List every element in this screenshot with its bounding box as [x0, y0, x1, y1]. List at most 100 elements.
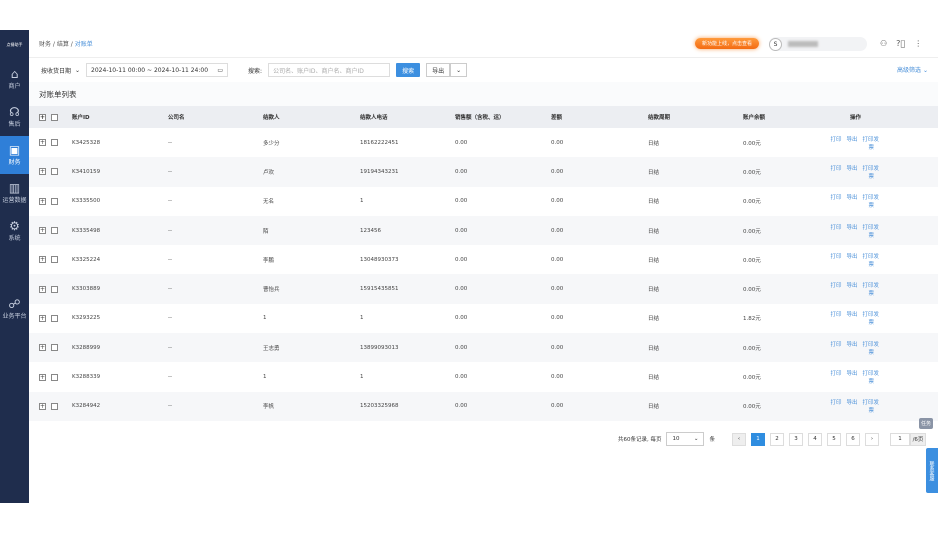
row-checkbox[interactable] [51, 227, 58, 235]
table-cell: 1 [263, 315, 267, 322]
export-button[interactable]: 导出 [426, 63, 451, 77]
user-menu[interactable]: S [769, 37, 867, 51]
row-checkbox[interactable] [51, 168, 58, 176]
page-button[interactable]: 1 [751, 432, 765, 446]
row-action-0[interactable]: 打印 [830, 371, 842, 378]
row-checkbox[interactable] [51, 314, 58, 322]
row-action-1[interactable]: 导出 [846, 136, 858, 143]
new-feature-badge[interactable]: 新功能上线，点击查看 [695, 38, 760, 49]
table-cell: 日结 [648, 274, 743, 304]
row-action-0[interactable]: 打印 [830, 165, 842, 172]
prev-page-button[interactable]: ‹ [732, 432, 746, 446]
expand-row-icon[interactable]: + [39, 197, 46, 205]
row-checkbox[interactable] [51, 285, 58, 293]
task-button[interactable]: 任务 [919, 418, 934, 429]
sidebar-item[interactable]: ▣ 财务 [0, 136, 29, 174]
more-icon[interactable]: ⋮ [914, 39, 923, 48]
row-checkbox[interactable] [51, 197, 58, 205]
row-action-2[interactable]: 打印发票 [862, 283, 879, 298]
row-action-2[interactable]: 打印发票 [862, 400, 879, 415]
row-action-0[interactable]: 打印 [830, 136, 842, 143]
table-row: + K3335498 -- 陌 123456 0.00 0.00 日结 0.00元 打印 导出 打印发… [29, 215, 938, 246]
page-button[interactable]: 3 [789, 432, 803, 446]
row-action-1[interactable]: 导出 [846, 253, 858, 260]
export-dropdown[interactable]: ⌄ [450, 63, 468, 77]
row-action-0[interactable]: 打印 [830, 312, 842, 319]
expand-row-icon[interactable]: + [39, 344, 46, 352]
table-cell: -- [168, 256, 172, 263]
expand-row-icon[interactable]: + [39, 227, 46, 235]
table-cell: -- [168, 139, 172, 146]
row-checkbox[interactable] [51, 402, 58, 410]
row-action-1[interactable]: 导出 [846, 283, 858, 290]
row-checkbox[interactable] [51, 256, 58, 264]
help-icon[interactable]: ?⃝ [896, 39, 906, 48]
expand-row-icon[interactable]: + [39, 285, 46, 293]
user-icon[interactable]: ⚇ [880, 39, 888, 48]
row-action-1[interactable]: 导出 [846, 195, 858, 202]
table-cell: 陌 [263, 215, 360, 246]
row-action-2[interactable]: 打印发票 [862, 253, 879, 268]
row-action-2[interactable]: 打印发票 [862, 341, 879, 356]
table-cell: 15915435851 [360, 274, 455, 304]
row-action-0[interactable]: 打印 [830, 224, 842, 231]
expand-row-icon[interactable]: + [39, 139, 46, 147]
customer-service-button[interactable]: 联系客服 [926, 448, 938, 493]
headset-icon: ☊ [9, 105, 20, 119]
breadcrumb-item[interactable]: 结算 [56, 41, 69, 48]
select-all-checkbox[interactable] [51, 113, 58, 121]
page-jump-input[interactable]: 1 [890, 432, 910, 446]
row-checkbox[interactable] [51, 139, 58, 147]
row-action-0[interactable]: 打印 [830, 341, 842, 348]
sidebar-item[interactable]: ⚙ 系统 [0, 212, 29, 250]
row-action-2[interactable]: 打印发票 [862, 136, 879, 151]
column-header: 结款人电话 [360, 106, 455, 128]
row-action-0[interactable]: 打印 [830, 253, 842, 260]
sidebar-item[interactable]: ▥ 运营数据 [0, 174, 29, 212]
row-action-1[interactable]: 导出 [846, 341, 858, 348]
row-action-0[interactable]: 打印 [830, 400, 842, 407]
date-range-input[interactable]: 2024-10-11 00:00 ~ 2024-10-11 24:00 ▭ [86, 63, 229, 77]
row-action-2[interactable]: 打印发票 [862, 165, 879, 180]
expand-all-icon[interactable]: + [39, 113, 46, 121]
row-action-2[interactable]: 打印发票 [862, 224, 879, 239]
row-action-1[interactable]: 导出 [846, 312, 858, 319]
row-action-1[interactable]: 导出 [846, 371, 858, 378]
page-size-select[interactable]: 10 ⌄ [666, 432, 705, 446]
page-button[interactable]: 4 [808, 432, 822, 446]
column-header: 账户ID [72, 106, 168, 128]
sidebar-item[interactable]: ⌂ 商户 [0, 60, 29, 98]
row-action-2[interactable]: 打印发票 [862, 195, 879, 210]
expand-row-icon[interactable]: + [39, 168, 46, 176]
row-action-2[interactable]: 打印发票 [862, 312, 879, 327]
row-checkbox[interactable] [51, 373, 58, 381]
page-button[interactable]: 2 [770, 432, 784, 446]
expand-row-icon[interactable]: + [39, 256, 46, 264]
page-button[interactable]: 6 [846, 432, 860, 446]
row-action-1[interactable]: 导出 [846, 224, 858, 231]
sidebar-item[interactable]: ☊ 售后 [0, 98, 29, 136]
row-action-1[interactable]: 导出 [846, 400, 858, 407]
breadcrumb-item[interactable]: 财务 [39, 41, 52, 48]
wallet-icon: ▣ [8, 143, 21, 157]
row-action-1[interactable]: 导出 [846, 165, 858, 172]
table-cell: K3410159 [72, 157, 168, 187]
expand-row-icon[interactable]: + [39, 373, 46, 381]
row-action-2[interactable]: 打印发票 [862, 371, 879, 386]
page-button[interactable]: 5 [827, 432, 841, 446]
advanced-filter-link[interactable]: 高级筛选 ⌄ [897, 67, 928, 74]
search-label: 搜索: [248, 67, 263, 75]
sidebar-item[interactable]: ☍ 业务平台 [0, 290, 29, 328]
row-action-0[interactable]: 打印 [830, 195, 842, 202]
table-cell: -- [168, 391, 263, 421]
search-input[interactable]: 公司名、账户ID、商户名、商户ID [268, 63, 391, 77]
expand-row-icon[interactable]: + [39, 314, 46, 322]
expand-row-icon[interactable]: + [39, 402, 46, 410]
row-checkbox[interactable] [51, 344, 58, 352]
next-page-button[interactable]: › [865, 432, 879, 446]
date-type-select[interactable]: 按收货日期 ⌄ [41, 66, 80, 75]
search-button[interactable]: 搜索 [396, 63, 421, 77]
row-action-0[interactable]: 打印 [830, 283, 842, 290]
gear-icon: ⚙ [9, 219, 20, 233]
table-cell: 曹怡兵 [263, 274, 360, 304]
